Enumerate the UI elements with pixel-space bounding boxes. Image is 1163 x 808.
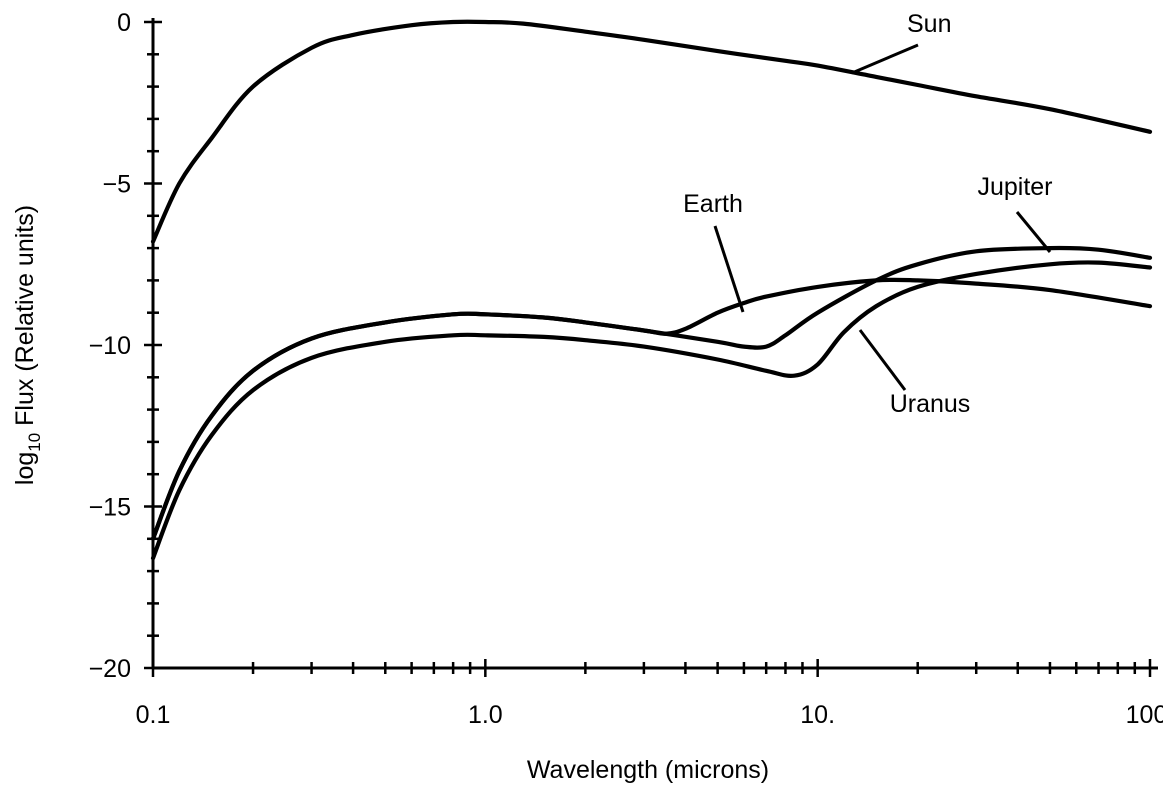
leader-line-uranus xyxy=(858,329,907,391)
leader-line-earth xyxy=(713,225,745,313)
y-tick-label: −5 xyxy=(102,171,131,199)
leader-line-jupiter xyxy=(1015,211,1052,253)
y-tick-label: −20 xyxy=(89,655,131,683)
y-axis-label-subscript: 10 xyxy=(25,433,44,452)
y-axis-label: log10 Flux (Relative units) xyxy=(11,205,44,485)
axes: 0 −5 −10 −15 −200.1 1.0 10. 100. xyxy=(89,9,1163,729)
series-label-uranus: Uranus xyxy=(890,390,971,418)
y-tick-label: −10 xyxy=(89,332,131,360)
series-labels: Sun Earth Jupiter Uranus xyxy=(683,10,1052,418)
series-curves xyxy=(150,19,1153,561)
series-label-earth: Earth xyxy=(683,190,743,218)
series-line-jupiter xyxy=(150,245,1153,541)
y-tick-label: 0 xyxy=(117,9,131,37)
series-label-jupiter: Jupiter xyxy=(977,173,1052,201)
y-axis-label-suffix: Flux (Relative units) xyxy=(11,205,39,433)
series-line-uranus xyxy=(150,260,1153,561)
y-axis-label-prefix: log xyxy=(11,452,39,485)
series-label-sun: Sun xyxy=(907,10,951,38)
x-tick-label: 1.0 xyxy=(468,701,503,729)
series-line-sun xyxy=(150,19,1153,244)
x-axis-label: Wavelength (microns) xyxy=(527,756,769,784)
x-tick-label: 100. xyxy=(1126,701,1163,729)
series-line-earth xyxy=(150,277,1153,541)
x-tick-label: 0.1 xyxy=(136,701,171,729)
leader-line-sun xyxy=(851,43,919,75)
y-tick-label: −15 xyxy=(89,494,131,522)
x-tick-label: 10. xyxy=(800,701,835,729)
